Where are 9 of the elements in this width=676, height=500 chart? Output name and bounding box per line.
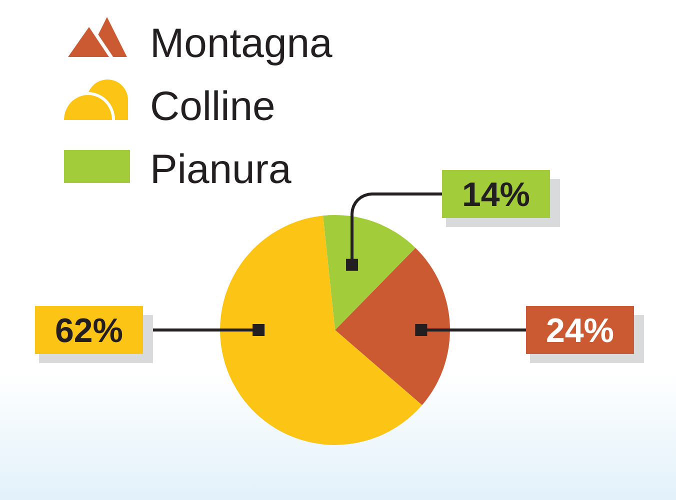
data-label: 24%: [546, 312, 614, 350]
pie-slice: [335, 248, 450, 406]
legend-label: Montagna: [150, 20, 333, 66]
data-label: 62%: [54, 312, 124, 350]
legend-label: Colline: [150, 83, 276, 129]
pie-slice: [322, 215, 416, 330]
data-label: 14%: [462, 176, 530, 214]
legend-label: Pianura: [150, 146, 292, 192]
pie-slice: [220, 216, 422, 445]
